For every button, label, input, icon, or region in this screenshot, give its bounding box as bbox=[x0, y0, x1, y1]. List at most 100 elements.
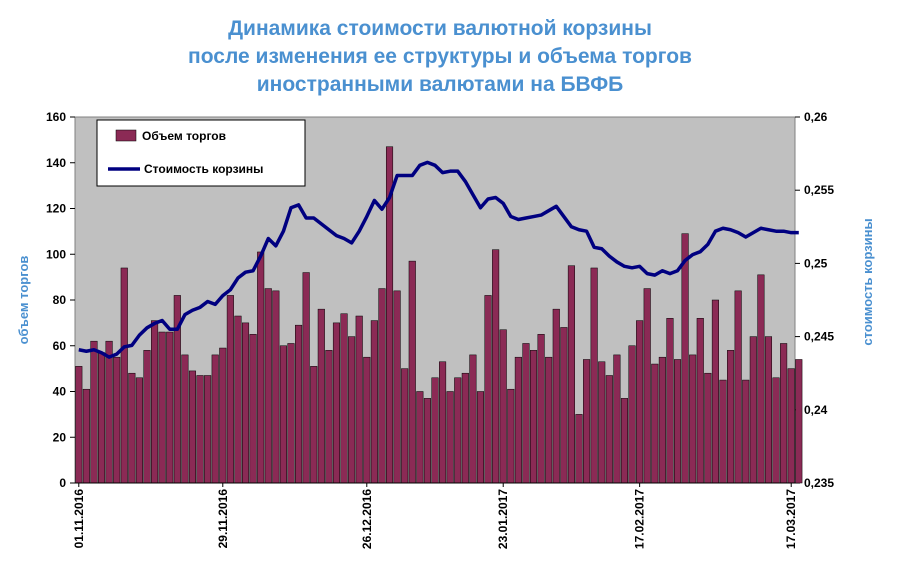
chart-title: иностранными валютами на БВФБ bbox=[257, 73, 623, 96]
bar bbox=[636, 320, 644, 484]
bar bbox=[143, 350, 151, 484]
x-tick-label: 26.12.2016 bbox=[360, 489, 374, 549]
bar bbox=[363, 356, 371, 484]
bar bbox=[567, 265, 575, 484]
bar bbox=[583, 359, 591, 484]
bar bbox=[651, 363, 659, 484]
bar bbox=[727, 350, 735, 484]
bar bbox=[787, 368, 795, 484]
bar bbox=[711, 299, 719, 484]
bar bbox=[620, 398, 629, 484]
bar bbox=[257, 251, 265, 484]
bar bbox=[499, 329, 507, 484]
bar bbox=[82, 388, 90, 484]
bar bbox=[545, 356, 553, 484]
legend-swatch bbox=[115, 129, 137, 142]
bar bbox=[666, 318, 674, 484]
bar bbox=[696, 318, 704, 484]
bar bbox=[780, 343, 788, 484]
bar bbox=[719, 379, 727, 484]
bar bbox=[219, 347, 227, 484]
bar bbox=[393, 290, 401, 484]
bar bbox=[340, 313, 348, 484]
x-tick-label: 17.03.2017 bbox=[784, 489, 798, 549]
bar bbox=[325, 350, 333, 484]
y-tick-label: 160 bbox=[46, 110, 66, 124]
bar bbox=[241, 322, 250, 484]
bar bbox=[287, 343, 295, 484]
bar bbox=[598, 361, 606, 484]
bar bbox=[279, 345, 287, 484]
y-tick-label: 20 bbox=[53, 430, 67, 444]
bar bbox=[355, 315, 363, 484]
bar bbox=[537, 334, 545, 484]
bar bbox=[158, 331, 166, 484]
bar bbox=[105, 340, 113, 484]
bar bbox=[772, 377, 780, 484]
bar bbox=[272, 290, 280, 484]
y2-axis-label: стоимость корзины bbox=[860, 218, 875, 345]
x-tick-label: 17.02.2017 bbox=[633, 489, 647, 549]
bar bbox=[757, 274, 765, 484]
bar bbox=[264, 288, 272, 484]
bar bbox=[211, 354, 219, 484]
bar bbox=[75, 366, 83, 484]
bar bbox=[484, 295, 492, 484]
bar bbox=[370, 320, 378, 484]
legend-label: Стоимость корзины bbox=[144, 162, 263, 176]
bar bbox=[446, 391, 454, 484]
bar bbox=[113, 356, 121, 484]
bar bbox=[166, 331, 174, 484]
bar bbox=[120, 267, 128, 484]
bar bbox=[628, 345, 636, 484]
bar bbox=[613, 354, 621, 484]
y2-tick-label: 0,25 bbox=[804, 256, 828, 270]
bar bbox=[529, 350, 538, 484]
bar bbox=[295, 324, 303, 484]
bar bbox=[97, 352, 106, 484]
bar bbox=[378, 288, 386, 484]
bar bbox=[249, 334, 257, 484]
y2-tick-label: 0,255 bbox=[804, 183, 834, 197]
bar bbox=[317, 308, 325, 484]
bar bbox=[689, 354, 697, 484]
bar bbox=[658, 356, 666, 484]
bar bbox=[90, 340, 98, 484]
y-tick-label: 100 bbox=[46, 247, 66, 261]
bar bbox=[734, 290, 742, 484]
y-tick-label: 60 bbox=[53, 339, 67, 353]
bar bbox=[348, 336, 356, 484]
y-tick-label: 140 bbox=[46, 156, 66, 170]
bar bbox=[673, 359, 682, 484]
bar bbox=[560, 327, 568, 484]
y-tick-label: 120 bbox=[46, 202, 66, 216]
bar bbox=[416, 391, 424, 484]
y2-tick-label: 0,235 bbox=[804, 476, 834, 490]
bar bbox=[431, 377, 439, 484]
bar bbox=[514, 356, 522, 484]
bar bbox=[408, 260, 416, 484]
bar bbox=[135, 377, 143, 484]
x-tick-label: 01.11.2016 bbox=[72, 489, 86, 549]
bar bbox=[507, 388, 515, 484]
bar bbox=[575, 414, 583, 484]
bar bbox=[196, 375, 204, 484]
bar bbox=[492, 249, 500, 484]
bar bbox=[590, 267, 598, 484]
bar bbox=[181, 354, 189, 484]
y-tick-label: 80 bbox=[53, 293, 67, 307]
bar bbox=[234, 315, 242, 484]
bar bbox=[552, 308, 560, 484]
bar bbox=[188, 370, 197, 484]
bar bbox=[764, 336, 773, 484]
bar bbox=[151, 320, 159, 484]
bar bbox=[332, 322, 341, 484]
bar bbox=[454, 377, 462, 484]
legend-label: Объем торгов bbox=[142, 129, 226, 143]
bar bbox=[469, 354, 477, 484]
bar bbox=[704, 372, 712, 484]
chart-title: после изменения ее структуры и объема то… bbox=[188, 45, 692, 68]
y2-tick-label: 0,24 bbox=[804, 403, 828, 417]
bar bbox=[681, 233, 689, 484]
